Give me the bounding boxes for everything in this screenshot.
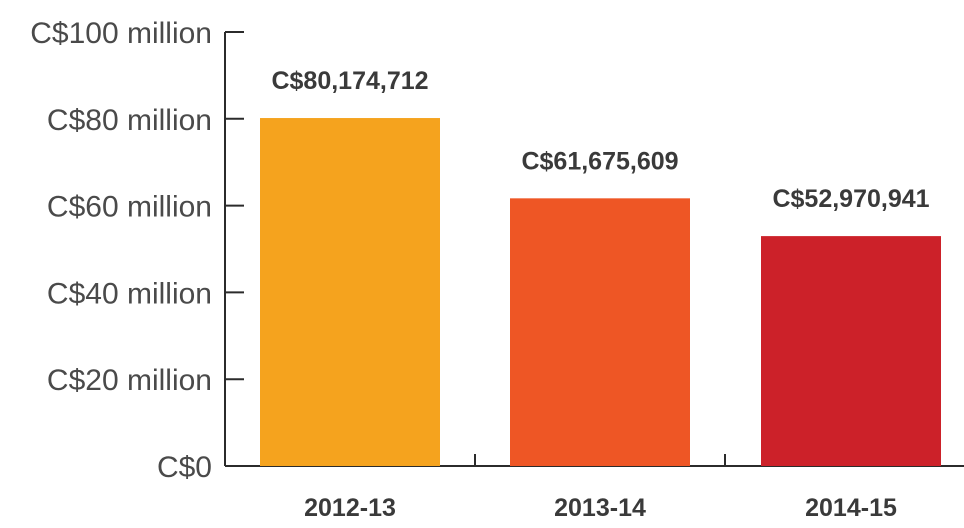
bar-value-label: C$61,675,609 (521, 147, 678, 175)
bar-value-label: C$80,174,712 (271, 67, 428, 95)
x-axis: 2012-13 2013-14 2014-15 (225, 454, 964, 522)
x-tick-label: 2013-14 (554, 494, 646, 522)
bar-2012-13 (260, 118, 440, 466)
bar-2014-15 (761, 236, 941, 466)
x-tick-label: 2012-13 (304, 494, 396, 522)
data-labels: C$80,174,712 C$61,675,609 C$52,970,941 (271, 67, 929, 213)
y-axis: C$0 C$20 million C$40 million C$60 million C… (30, 17, 244, 484)
bars (260, 118, 941, 466)
bar-2013-14 (510, 198, 690, 466)
x-tick-label: 2014-15 (805, 494, 897, 522)
y-tick-label: C$20 million (47, 364, 212, 397)
y-tick-label: C$40 million (47, 277, 212, 310)
y-tick-label: C$100 million (30, 17, 212, 50)
y-tick-label: C$0 (157, 451, 212, 484)
y-tick-label: C$60 million (47, 191, 212, 224)
y-tick-label: C$80 million (47, 104, 212, 137)
bar-value-label: C$52,970,941 (772, 185, 929, 213)
